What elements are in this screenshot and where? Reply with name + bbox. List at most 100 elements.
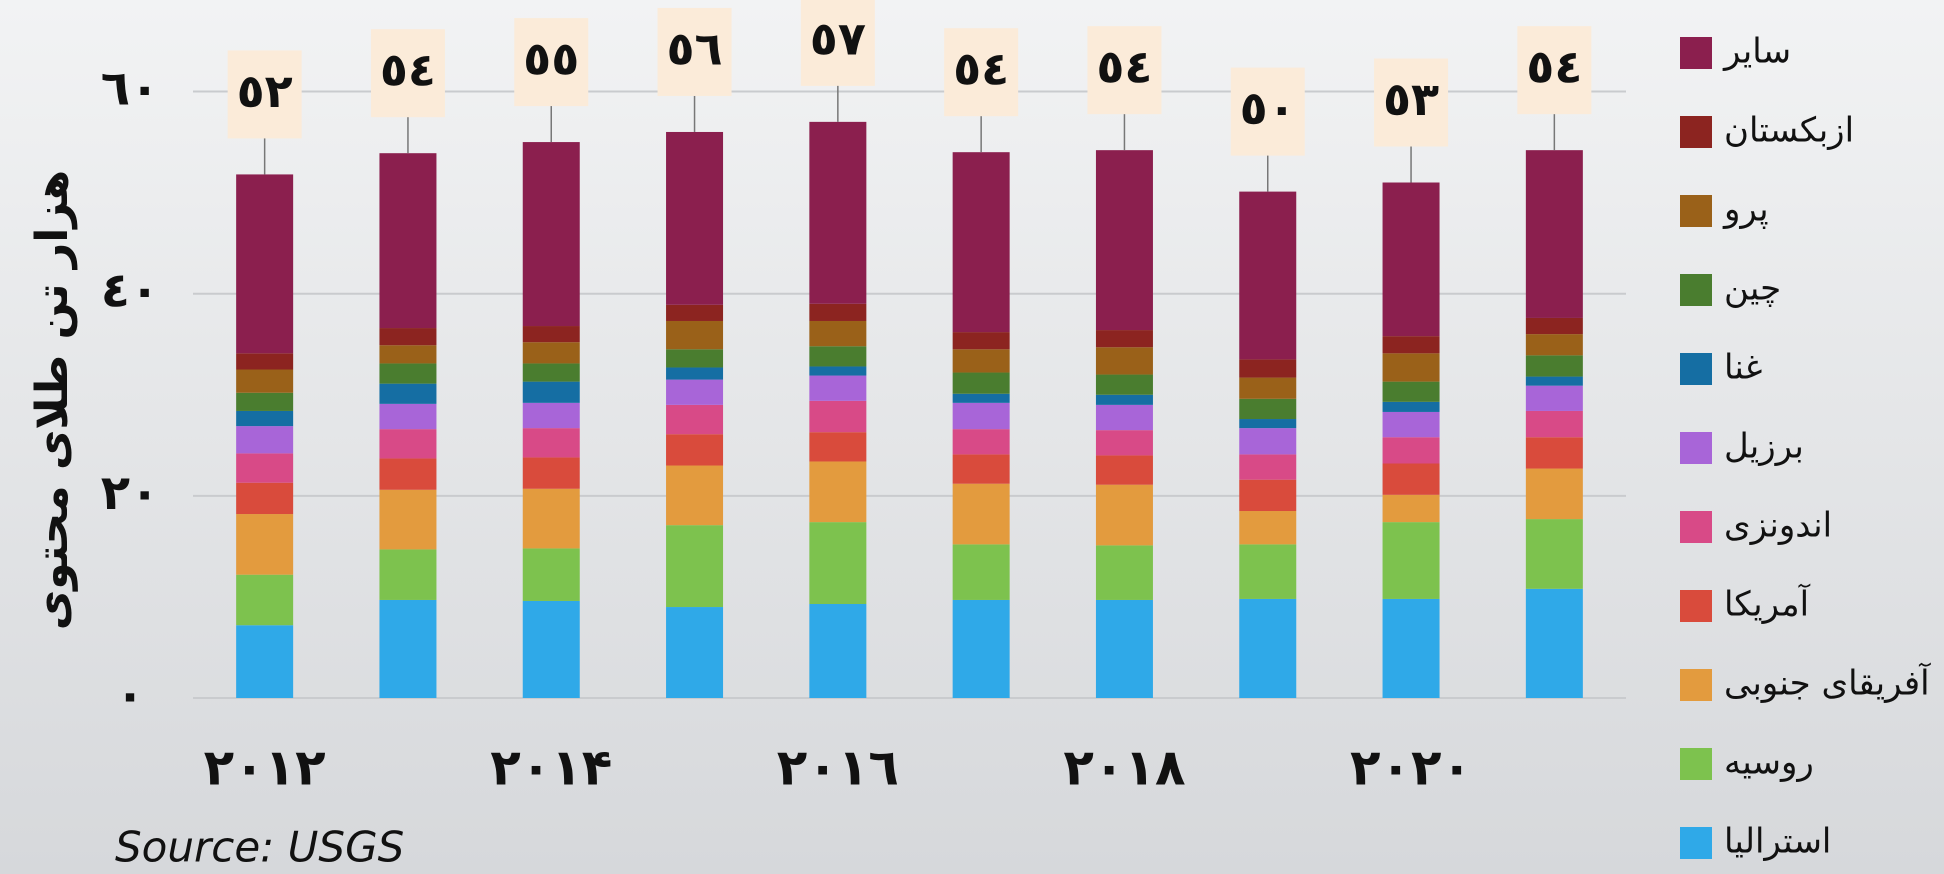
bar-segment xyxy=(809,366,867,376)
bar-segment xyxy=(1525,437,1583,469)
bar-segment xyxy=(952,599,1010,698)
bar-segment xyxy=(809,303,867,321)
bar-segment xyxy=(1382,353,1440,382)
bar-segment xyxy=(666,525,724,608)
bar-segment xyxy=(236,574,294,626)
y-axis-label: هزار تن طلای محتوی xyxy=(27,170,78,630)
x-tick-label: ۲۰۱۴ xyxy=(490,739,612,797)
bar-segment xyxy=(1239,377,1297,399)
legend-label: پرو xyxy=(1722,190,1769,230)
bar-segment xyxy=(1525,376,1583,386)
bar-segment xyxy=(809,432,867,462)
total-label: ٥٤ xyxy=(953,42,1009,96)
bar-segment xyxy=(1382,381,1440,402)
bar-segment xyxy=(1095,404,1153,431)
x-tick-label: ۲۰۱۸ xyxy=(1063,739,1185,797)
bar-segment xyxy=(522,326,580,343)
bar-segment xyxy=(666,131,724,305)
bar-segment xyxy=(1239,598,1297,698)
bar-segment xyxy=(379,345,437,364)
bar-segment xyxy=(952,544,1010,600)
total-label-box xyxy=(944,28,1019,117)
bar-segment xyxy=(1239,511,1297,545)
legend-label: ازبکستان xyxy=(1724,111,1854,151)
bar-segment xyxy=(952,402,1010,430)
bar-segment xyxy=(1382,598,1440,698)
total-label-box xyxy=(1374,58,1449,147)
legend-swatch xyxy=(1680,116,1712,148)
y-tick-label: ٤٠ xyxy=(101,263,160,319)
bar-segment xyxy=(522,428,580,458)
total-label: ٥٧ xyxy=(810,11,866,65)
bar-segment xyxy=(1525,519,1583,589)
bar-segment xyxy=(379,153,437,329)
bar-segment xyxy=(952,372,1010,394)
bar-segment xyxy=(809,522,867,604)
bar-segment xyxy=(522,402,580,429)
legend-swatch xyxy=(1680,353,1712,385)
bar-segment xyxy=(666,320,724,350)
bar-segment xyxy=(809,375,867,401)
x-tick-label: ۲۰۱٦ xyxy=(777,739,899,797)
legend-swatch xyxy=(1680,827,1712,859)
bar-segment xyxy=(1095,455,1153,485)
bar-segment xyxy=(1525,355,1583,377)
bar-segment xyxy=(809,400,867,433)
bar-segment xyxy=(1382,437,1440,464)
bar-segment xyxy=(522,488,580,549)
bar-segment xyxy=(379,328,437,346)
total-label: ٥٤ xyxy=(1096,40,1152,94)
y-tick-label: ٠ xyxy=(115,667,144,723)
bar-segment xyxy=(1382,463,1440,495)
legend-label: سایر xyxy=(1722,32,1791,72)
bar-segment xyxy=(1239,454,1297,480)
bar-segment xyxy=(666,404,724,435)
bar-segment xyxy=(236,625,294,698)
legend-swatch xyxy=(1680,195,1712,227)
bar-segment xyxy=(952,152,1010,333)
legend-swatch xyxy=(1680,37,1712,69)
total-label-box xyxy=(514,18,589,107)
bar-segment xyxy=(809,346,867,367)
bar-segment xyxy=(1239,479,1297,512)
bar-segment xyxy=(1525,468,1583,520)
bar-segment xyxy=(666,465,724,526)
bar-segment xyxy=(1382,522,1440,599)
bar-segment xyxy=(952,429,1010,455)
total-label-box xyxy=(227,50,302,139)
bar-segment xyxy=(1095,150,1153,331)
bar-segment xyxy=(379,599,437,698)
bar-segment xyxy=(1382,401,1440,412)
bar-segment xyxy=(1095,545,1153,600)
bar-segment xyxy=(1239,359,1297,378)
bar-segment xyxy=(379,363,437,384)
bar-segment xyxy=(1239,191,1297,360)
bar-segment xyxy=(522,381,580,403)
bar-segment xyxy=(1239,419,1297,429)
bar-segment xyxy=(1525,410,1583,438)
bar-segment xyxy=(1095,330,1153,348)
legend-swatch xyxy=(1680,669,1712,701)
bar-segment xyxy=(666,367,724,380)
bar-segment xyxy=(1525,317,1583,335)
legend-label: چین xyxy=(1724,269,1781,309)
bar-segment xyxy=(522,142,580,327)
legend-label: روسیه xyxy=(1724,743,1814,783)
bar-segment xyxy=(1239,428,1297,455)
bar-segment xyxy=(236,369,294,393)
y-tick-label: ٦٠ xyxy=(101,61,160,117)
bar-segment xyxy=(379,458,437,490)
bar-segment xyxy=(236,426,294,454)
total-label: ٥٤ xyxy=(380,43,436,97)
bar-segment xyxy=(666,304,724,321)
bar-segment xyxy=(666,434,724,466)
bar-segment xyxy=(952,483,1010,545)
bar-segment xyxy=(1095,347,1153,375)
bar-segment xyxy=(952,393,1010,403)
bar-segment xyxy=(379,429,437,459)
bar-segment xyxy=(1095,394,1153,405)
x-tick-label: ۲۰۲۰ xyxy=(1350,739,1472,797)
legend-swatch xyxy=(1680,748,1712,780)
bar-segment xyxy=(379,489,437,550)
